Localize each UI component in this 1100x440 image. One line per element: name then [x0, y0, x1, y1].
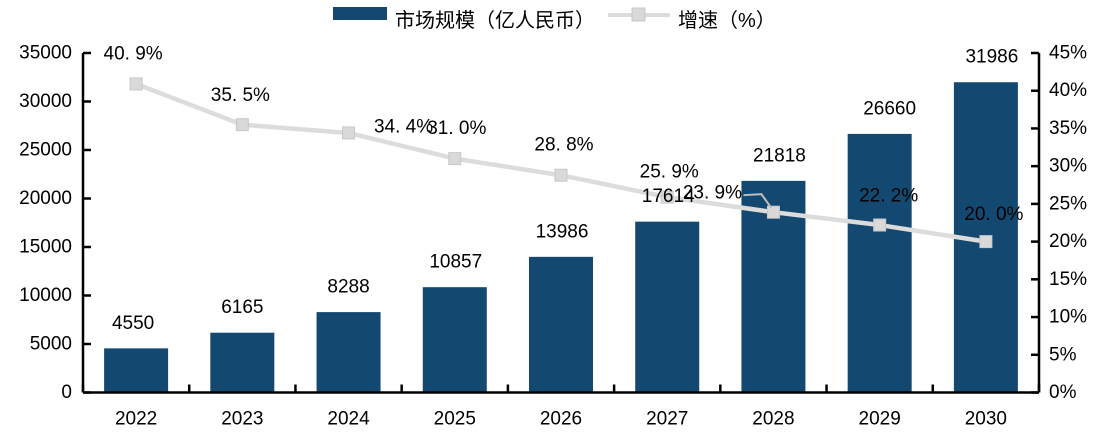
right-axis-tick-label: 15%	[1049, 269, 1087, 290]
legend-line-label: 增速（%）	[678, 9, 776, 32]
x-category-label-2022: 2022	[115, 409, 157, 430]
growth-marker-2022	[129, 77, 143, 91]
left-axis-tick-label: 0	[61, 382, 72, 403]
x-category-label-2030: 2030	[965, 409, 1007, 430]
growth-marker-2023	[235, 118, 249, 132]
growth-value-label-2026: 28. 8%	[534, 135, 593, 156]
growth-marker-2030	[979, 235, 993, 249]
right-axis-tick-label: 30%	[1049, 156, 1087, 177]
bar-2023	[210, 332, 275, 393]
legend: 市场规模（亿人民币） 增速（%）	[333, 7, 776, 32]
legend-line-marker-icon	[631, 7, 646, 22]
growth-value-label-2030: 20. 0%	[964, 204, 1023, 225]
x-category-label-2028: 2028	[752, 409, 794, 430]
growth-value-label-2027: 25. 9%	[640, 162, 699, 183]
bar-value-label-2028: 21818	[753, 145, 806, 166]
growth-label-leader-line	[743, 193, 773, 209]
growth-marker-2024	[342, 126, 356, 140]
bar-2022	[104, 348, 169, 393]
bar-value-label-2030: 31986	[965, 47, 1018, 68]
left-axis-tick-label: 10000	[19, 285, 72, 306]
bar-value-label-2025: 10857	[429, 252, 482, 273]
right-axis-tick-label: 20%	[1049, 231, 1087, 252]
bar-value-label-2026: 13986	[536, 221, 589, 242]
left-axis-tick-label: 35000	[19, 43, 72, 64]
growth-value-label-2025: 31. 0%	[427, 118, 486, 139]
bar-2024	[316, 312, 381, 393]
right-axis-tick-label: 10%	[1049, 307, 1087, 328]
bar-value-label-2027: 17614	[642, 186, 695, 207]
growth-marker-2028	[766, 205, 780, 219]
bar-2025	[422, 287, 487, 393]
growth-marker-2027	[660, 190, 674, 204]
bar-value-label-2024: 8288	[327, 277, 369, 298]
right-axis-tick-label: 5%	[1049, 344, 1077, 365]
bar-value-label-2029: 26660	[863, 98, 916, 119]
x-category-label-2025: 2025	[434, 409, 476, 430]
left-axis-tick-label: 30000	[19, 91, 72, 112]
bar-2027	[635, 221, 700, 393]
x-category-label-2027: 2027	[646, 409, 688, 430]
growth-value-label-2023: 35. 5%	[211, 85, 270, 106]
right-axis-tick-label: 25%	[1049, 193, 1087, 214]
left-axis-tick-label: 5000	[30, 334, 72, 355]
bar-2029	[847, 133, 912, 393]
growth-value-label-2028: 23. 9%	[683, 183, 742, 204]
growth-value-label-2029: 22. 2%	[859, 186, 918, 207]
growth-marker-2029	[873, 218, 887, 232]
x-category-label-2024: 2024	[327, 409, 370, 430]
right-axis-tick-label: 35%	[1049, 118, 1087, 139]
bar-value-label-2023: 6165	[221, 297, 263, 318]
line-layer	[129, 77, 993, 249]
growth-value-label-2024: 34. 4%	[374, 116, 433, 137]
x-category-label-2023: 2023	[221, 409, 263, 430]
right-axis-tick-label: 40%	[1049, 80, 1087, 101]
legend-bar-label: 市场规模（亿人民币）	[395, 9, 595, 32]
axes-layer: 0 5000 10000 15000 20000 25000 30000 35000 0% 5% 1…	[19, 43, 1087, 430]
left-axis-tick-label: 20000	[19, 188, 72, 209]
bars-layer	[104, 82, 1018, 393]
bar-2026	[529, 256, 593, 393]
labels-layer: 4550 6165 8288 10857 13986 17614 21818 26660 319…	[104, 43, 1024, 333]
bar-value-label-2022: 4550	[112, 313, 154, 334]
x-category-label-2026: 2026	[540, 409, 582, 430]
left-axis-tick-label: 15000	[19, 237, 72, 258]
x-category-label-2029: 2029	[859, 409, 901, 430]
legend-bar-swatch-icon	[333, 7, 387, 20]
growth-marker-2026	[554, 168, 568, 182]
growth-value-label-2022: 40. 9%	[104, 43, 163, 64]
right-axis-tick-label: 45%	[1049, 43, 1087, 64]
left-axis-tick-label: 25000	[19, 140, 72, 161]
right-axis-tick-label: 0%	[1049, 382, 1077, 403]
growth-marker-2025	[448, 152, 462, 166]
